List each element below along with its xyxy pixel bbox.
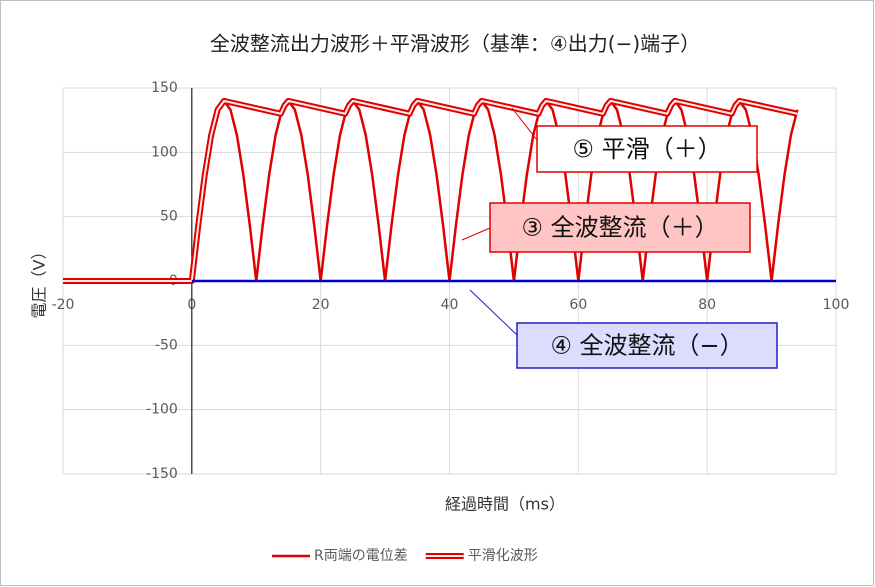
y-tick-label: 100 <box>151 144 178 160</box>
chart-title: 全波整流出力波形＋平滑波形（基準：④出力(−)端子） <box>210 32 700 56</box>
x-tick-label: 80 <box>698 297 716 313</box>
callout-text: ④ 全波整流（−） <box>550 332 743 360</box>
y-axis-label: 電圧（V） <box>30 244 49 319</box>
callout-leader <box>469 289 518 336</box>
callout-text: ⑤ 平滑（＋） <box>572 135 721 163</box>
x-tick-label: 100 <box>823 297 850 313</box>
callout-leader <box>461 227 491 241</box>
y-tick-label: -150 <box>146 466 178 482</box>
callout-box <box>516 322 778 369</box>
callout-leader <box>511 107 538 141</box>
callout-text: ③ 全波整流（＋） <box>521 214 718 242</box>
x-tick-label: 60 <box>569 297 587 313</box>
y-tick-label: 150 <box>151 80 178 96</box>
legend-label: R両端の電位差 <box>314 548 408 564</box>
series-line-inner <box>63 99 798 282</box>
legend-label: 平滑化波形 <box>468 547 538 564</box>
y-tick-label: 50 <box>160 209 178 225</box>
x-tick-label: 20 <box>312 297 330 313</box>
y-tick-label: -100 <box>146 402 178 418</box>
callout-box <box>489 202 751 253</box>
callout-box <box>536 125 758 173</box>
x-axis-label: 経過時間（ms） <box>445 495 565 514</box>
y-tick-label: -50 <box>155 337 178 353</box>
x-tick-label: -20 <box>52 297 75 313</box>
x-tick-label: 40 <box>441 297 459 313</box>
